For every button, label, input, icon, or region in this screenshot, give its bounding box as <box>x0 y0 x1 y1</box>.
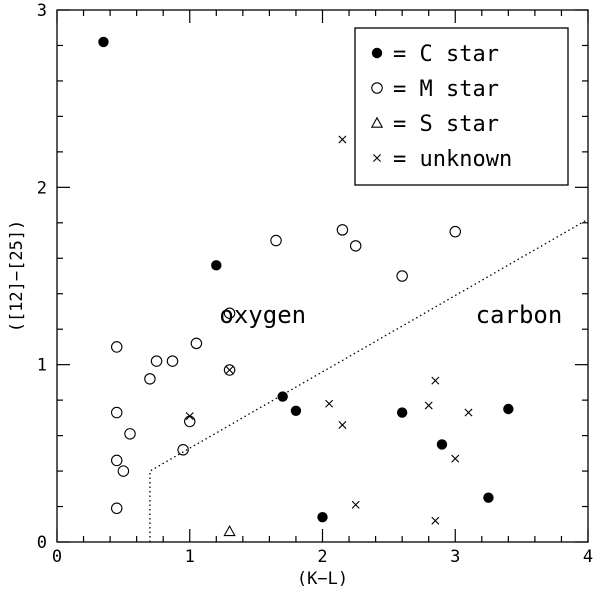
point-m-star <box>125 429 135 439</box>
point-c-star <box>503 404 513 414</box>
x-axis-label: (K−L) <box>297 569 348 589</box>
point-unknown <box>226 366 233 373</box>
x-tick-label: 1 <box>185 547 195 567</box>
y-axis-label: ([12]−[25]) <box>7 220 27 333</box>
point-m-star <box>151 356 161 366</box>
point-m-star <box>337 225 347 235</box>
point-m-star <box>450 226 460 236</box>
point-c-star <box>291 406 301 416</box>
region-labels: oxygen carbon <box>219 301 562 329</box>
region-label-carbon: carbon <box>476 301 563 329</box>
x-tick-label: 2 <box>317 547 327 567</box>
point-unknown <box>186 412 193 419</box>
point-unknown <box>339 421 346 428</box>
point-unknown <box>339 136 346 143</box>
point-c-star <box>277 391 287 401</box>
y-tick-label: 0 <box>37 533 47 553</box>
y-tick-label: 2 <box>37 178 47 198</box>
point-m-star <box>185 416 195 426</box>
point-unknown <box>425 402 432 409</box>
legend-label-unknown: = unknown <box>393 147 512 172</box>
point-c-star <box>98 37 108 47</box>
legend-label-m-star: = M star <box>393 77 499 102</box>
point-m-star <box>167 356 177 366</box>
point-m-star <box>271 235 281 245</box>
x-tick-label: 0 <box>52 547 62 567</box>
point-m-star <box>112 342 122 352</box>
legend-label-c-star: = C star <box>393 42 499 67</box>
y-tick-label: 1 <box>37 356 47 376</box>
point-m-star <box>191 338 201 348</box>
point-unknown <box>432 517 439 524</box>
legend: = C star = M star = S star = unknown <box>355 28 568 185</box>
point-m-star <box>112 503 122 513</box>
point-c-star <box>397 407 407 417</box>
point-s-star <box>224 526 234 535</box>
point-c-star <box>437 439 447 449</box>
point-m-star <box>397 271 407 281</box>
x-tick-label: 3 <box>450 547 460 567</box>
point-m-star <box>145 374 155 384</box>
point-c-star <box>317 512 327 522</box>
x-tick-label: 4 <box>583 547 593 567</box>
region-label-oxygen: oxygen <box>219 301 306 329</box>
point-unknown <box>432 377 439 384</box>
point-unknown <box>465 409 472 416</box>
point-c-star <box>211 260 221 270</box>
point-c-star <box>483 492 493 502</box>
y-tick-label: 3 <box>37 1 47 21</box>
point-unknown <box>452 455 459 462</box>
point-m-star <box>112 455 122 465</box>
point-m-star <box>118 466 128 476</box>
point-unknown <box>326 400 333 407</box>
point-m-star <box>350 241 360 251</box>
point-unknown <box>352 501 359 508</box>
legend-label-s-star: = S star <box>393 112 499 137</box>
legend-marker <box>372 48 382 58</box>
point-m-star <box>112 407 122 417</box>
